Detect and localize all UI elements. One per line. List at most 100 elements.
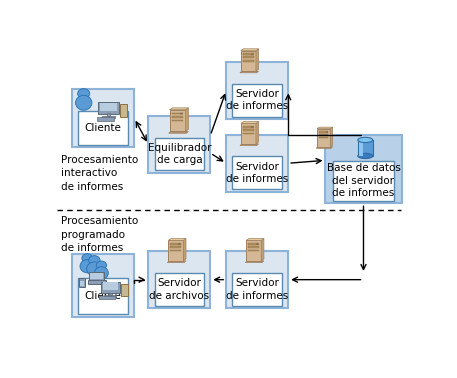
FancyBboxPatch shape — [154, 138, 204, 170]
Bar — [106, 113, 110, 116]
Polygon shape — [241, 49, 259, 51]
Bar — [89, 271, 105, 280]
Polygon shape — [170, 108, 188, 110]
Bar — [100, 102, 117, 111]
Ellipse shape — [87, 262, 102, 276]
Text: Base de datos
del servidor
de informes: Base de datos del servidor de informes — [327, 163, 400, 198]
Bar — [121, 284, 128, 296]
Text: Servidor
de informes: Servidor de informes — [226, 89, 288, 112]
Bar — [172, 116, 183, 118]
Bar — [243, 53, 254, 55]
FancyBboxPatch shape — [226, 251, 288, 308]
Bar — [88, 280, 106, 284]
Bar — [170, 243, 181, 245]
Bar — [172, 113, 183, 115]
FancyBboxPatch shape — [79, 111, 128, 145]
FancyBboxPatch shape — [333, 161, 394, 200]
FancyBboxPatch shape — [72, 254, 134, 317]
Polygon shape — [316, 147, 333, 148]
FancyBboxPatch shape — [233, 84, 282, 116]
Text: Servidor
de informes: Servidor de informes — [226, 278, 288, 301]
Polygon shape — [170, 110, 186, 132]
FancyBboxPatch shape — [149, 116, 210, 173]
Bar — [319, 131, 329, 133]
FancyBboxPatch shape — [325, 135, 402, 203]
Bar — [170, 246, 181, 248]
Bar — [100, 296, 115, 299]
Bar — [359, 140, 363, 156]
Bar — [243, 126, 254, 128]
Bar — [80, 280, 84, 286]
Bar — [243, 60, 254, 62]
Text: Procesamiento
programado
de informes: Procesamiento programado de informes — [61, 216, 138, 253]
Bar — [120, 104, 127, 117]
Bar — [248, 243, 259, 245]
Bar — [98, 102, 119, 114]
Polygon shape — [167, 261, 186, 263]
FancyBboxPatch shape — [79, 278, 128, 314]
Polygon shape — [256, 122, 259, 144]
FancyBboxPatch shape — [72, 89, 134, 147]
Bar — [101, 282, 120, 293]
Bar — [248, 246, 259, 248]
Polygon shape — [241, 51, 256, 71]
Circle shape — [256, 243, 259, 245]
Polygon shape — [240, 71, 259, 73]
Polygon shape — [330, 127, 333, 147]
FancyBboxPatch shape — [226, 62, 288, 119]
Bar — [319, 134, 329, 135]
Bar — [109, 293, 112, 295]
Bar — [104, 295, 117, 297]
Text: Equilibrador
de carga: Equilibrador de carga — [148, 143, 211, 165]
Text: Servidor
de informes: Servidor de informes — [226, 162, 288, 184]
Polygon shape — [168, 240, 183, 261]
Bar — [172, 120, 183, 121]
Bar — [97, 118, 114, 121]
Polygon shape — [261, 239, 264, 261]
Text: Cliente: Cliente — [85, 291, 122, 301]
Bar — [79, 278, 85, 287]
Text: Servidor
de archivos: Servidor de archivos — [149, 278, 209, 301]
Circle shape — [89, 256, 100, 265]
Bar — [102, 282, 118, 290]
Polygon shape — [246, 240, 261, 261]
Bar — [170, 250, 181, 251]
Polygon shape — [241, 123, 256, 144]
Ellipse shape — [80, 260, 95, 273]
FancyBboxPatch shape — [226, 135, 288, 192]
Polygon shape — [245, 261, 264, 263]
Bar — [243, 129, 254, 131]
Polygon shape — [183, 239, 186, 261]
Circle shape — [82, 254, 93, 262]
Ellipse shape — [358, 153, 373, 159]
Bar — [358, 140, 373, 156]
Bar — [243, 133, 254, 135]
Circle shape — [178, 243, 181, 245]
Polygon shape — [241, 122, 259, 123]
Polygon shape — [169, 132, 188, 133]
Polygon shape — [186, 108, 188, 132]
Bar — [319, 137, 329, 138]
FancyBboxPatch shape — [233, 273, 282, 306]
Circle shape — [251, 53, 253, 55]
Circle shape — [78, 89, 90, 99]
Circle shape — [180, 113, 183, 115]
Ellipse shape — [358, 137, 373, 143]
Bar — [243, 56, 254, 58]
FancyBboxPatch shape — [149, 251, 210, 308]
Text: Cliente: Cliente — [85, 123, 122, 133]
Bar — [90, 273, 103, 279]
FancyBboxPatch shape — [154, 273, 204, 306]
Polygon shape — [240, 144, 259, 146]
Polygon shape — [246, 239, 264, 240]
Ellipse shape — [95, 267, 108, 279]
FancyBboxPatch shape — [233, 156, 282, 189]
Polygon shape — [317, 129, 330, 147]
Text: Procesamiento
interactivo
de informes: Procesamiento interactivo de informes — [61, 155, 138, 192]
Circle shape — [96, 261, 106, 270]
Ellipse shape — [75, 95, 92, 110]
Polygon shape — [168, 239, 186, 240]
Bar — [102, 116, 115, 118]
Polygon shape — [317, 127, 333, 129]
Polygon shape — [256, 49, 259, 71]
